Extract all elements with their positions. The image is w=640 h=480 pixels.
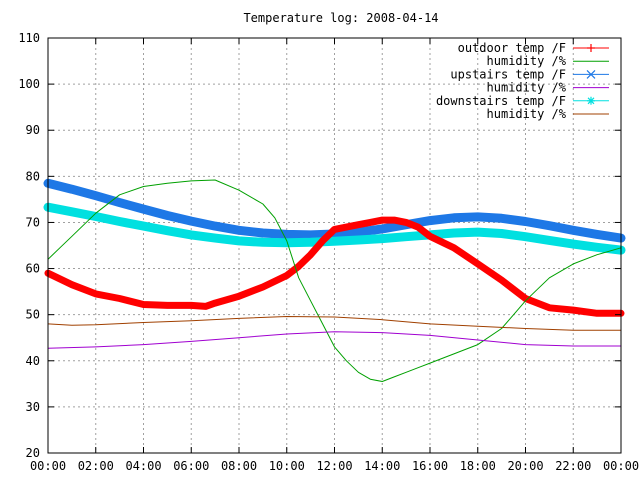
axis-ticks: 20 30 40 50 60 70 80 90 100 110 00:00 02:00 04:00 06:… bbox=[18, 31, 639, 473]
legend-label: humidity /% bbox=[487, 81, 567, 95]
x-tick-label: 10:00 bbox=[269, 459, 305, 473]
y-tick-label: 40 bbox=[26, 354, 40, 368]
y-tick-label: 50 bbox=[26, 308, 40, 322]
series-line-5 bbox=[43, 202, 626, 255]
legend-label: upstairs temp /F bbox=[450, 67, 566, 81]
x-tick-label: 16:00 bbox=[412, 459, 448, 473]
x-tick-label: 22:00 bbox=[555, 459, 591, 473]
x-tick-label: 00:00 bbox=[603, 459, 639, 473]
series-line-2 bbox=[47, 179, 622, 382]
x-tick-label: 20:00 bbox=[507, 459, 543, 473]
legend-label: humidity /% bbox=[487, 107, 567, 121]
x-tick-label: 12:00 bbox=[316, 459, 352, 473]
series-layer bbox=[43, 178, 626, 382]
y-tick-label: 60 bbox=[26, 262, 40, 276]
legend-label: humidity /% bbox=[487, 54, 567, 68]
legend-marker-cross bbox=[586, 69, 596, 79]
y-tick-label: 80 bbox=[26, 169, 40, 183]
chart-title: Temperature log: 2008-04-14 bbox=[243, 11, 438, 25]
legend-marker-plus bbox=[587, 44, 595, 52]
x-tick-label: 14:00 bbox=[364, 459, 400, 473]
legend-label: downstairs temp /F bbox=[436, 94, 566, 108]
y-tick-label: 90 bbox=[26, 123, 40, 137]
x-tick-label: 00:00 bbox=[30, 459, 66, 473]
x-tick-label: 18:00 bbox=[460, 459, 496, 473]
y-tick-label: 110 bbox=[18, 31, 40, 45]
x-tick-label: 06:00 bbox=[173, 459, 209, 473]
grid bbox=[48, 38, 621, 453]
legend-label: outdoor temp /F bbox=[458, 41, 566, 55]
y-tick-label: 30 bbox=[26, 400, 40, 414]
legend-marker-star bbox=[587, 96, 595, 105]
x-tick-label: 04:00 bbox=[125, 459, 161, 473]
x-tick-label: 08:00 bbox=[221, 459, 257, 473]
series-line-1 bbox=[44, 216, 625, 317]
series-line-6 bbox=[47, 316, 622, 331]
y-tick-label: 20 bbox=[26, 446, 40, 460]
x-tick-label: 02:00 bbox=[78, 459, 114, 473]
series-line-4 bbox=[47, 331, 622, 349]
y-tick-label: 100 bbox=[18, 77, 40, 91]
y-tick-label: 70 bbox=[26, 215, 40, 229]
